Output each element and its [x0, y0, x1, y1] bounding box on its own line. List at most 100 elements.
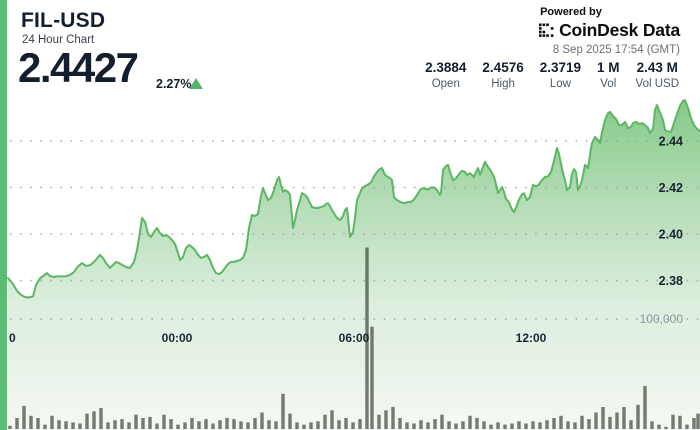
volume-bar [253, 418, 257, 429]
volume-bar [239, 421, 243, 429]
volume-bar [671, 414, 675, 429]
volume-bar [99, 408, 103, 429]
volume-bar [608, 416, 612, 429]
volume-bar [643, 386, 647, 429]
price-area-layer [8, 100, 700, 430]
volume-bar [377, 414, 381, 429]
volume-bar [134, 414, 138, 429]
volume-bar [232, 419, 236, 429]
stat-value: 2.3719 [539, 60, 582, 75]
stat-high: 2.4576 High [474, 60, 531, 90]
stat-label: Low [549, 78, 571, 90]
coindesk-logo-icon [539, 23, 554, 37]
volume-bar [344, 418, 348, 429]
volume-bar [601, 407, 605, 429]
volume-bar [573, 422, 577, 429]
volume-bar [260, 412, 264, 429]
volume-axis-label: 100,000 [640, 312, 684, 326]
volume-bar [538, 422, 542, 429]
stats-row: 2.3884 Open 2.4576 High 2.3719 Low 1 M V… [417, 60, 687, 90]
x-axis-label: 12:00 [516, 331, 547, 345]
volume-bar [8, 425, 12, 429]
volume-bar [692, 418, 696, 429]
volume-bar [685, 424, 689, 429]
volume-bar [496, 422, 500, 429]
y-axis-label: 2.44 [659, 135, 683, 149]
volume-bar [636, 404, 640, 429]
powered-by-label: Powered by [540, 6, 602, 18]
volume-bar [50, 415, 54, 429]
price-line [7, 99, 700, 299]
volume-bar [169, 419, 173, 429]
volume-bar [29, 415, 33, 429]
volume-bar [517, 421, 521, 429]
volume-bar [696, 413, 700, 429]
volume-bar [15, 418, 19, 429]
stat-value: 2.43 M [636, 60, 678, 75]
volume-bar [85, 413, 89, 429]
brand-name: CoinDesk Data [559, 20, 680, 40]
volume-bar [468, 415, 472, 429]
volume-bar [337, 420, 341, 429]
volume-bar [365, 247, 369, 429]
volume-bar [155, 423, 159, 429]
volume-bar [148, 416, 152, 429]
stat-vol-usd: 2.43 M Vol USD [628, 60, 687, 90]
chart-range-subtitle: 24 Hour Chart [22, 34, 95, 46]
volume-bar [43, 424, 47, 429]
volume-bar [351, 422, 355, 429]
volume-bar [426, 422, 430, 429]
volume-bar [615, 412, 619, 429]
up-arrow-icon [189, 78, 203, 89]
y-axis-label: 2.38 [659, 274, 683, 288]
volume-bar [454, 423, 458, 429]
volume-bar [503, 424, 507, 429]
volume-bar [447, 421, 451, 429]
volume-bar [664, 426, 668, 429]
stat-value: 2.3884 [425, 60, 467, 75]
volume-bar [204, 419, 208, 429]
volume-bar [657, 424, 661, 429]
volume-bar [622, 407, 626, 429]
price-line-layer [7, 99, 700, 299]
volume-bar [183, 422, 187, 429]
volume-bar [552, 418, 556, 429]
volume-bar [309, 422, 313, 429]
current-price: 2.4427 [18, 44, 139, 91]
volume-bar [650, 421, 654, 429]
stat-value: 2.4576 [482, 60, 524, 75]
volume-bar [218, 420, 222, 429]
x-axis-label: 00:00 [162, 331, 193, 345]
volume-bar [127, 422, 131, 429]
stat-value: 1 M [597, 60, 620, 75]
volume-bar [316, 421, 320, 429]
volume-bar [405, 422, 409, 429]
volume-bar [330, 410, 334, 429]
volume-bar [246, 422, 250, 429]
accent-stripe [0, 0, 7, 430]
volume-bar [440, 414, 444, 429]
volume-bar [211, 423, 215, 429]
volume-bar [281, 393, 285, 429]
volume-bar [524, 423, 528, 429]
volume-bar [323, 414, 327, 429]
volume-bar [295, 422, 299, 429]
volume-bar [587, 419, 591, 429]
stat-label: Open [431, 78, 460, 90]
stat-label: Vol [600, 78, 617, 90]
volume-bar [288, 413, 292, 429]
volume-bar [482, 421, 486, 429]
volume-bar [398, 418, 402, 429]
volume-bar [510, 423, 514, 429]
volume-bar [162, 414, 166, 429]
volume-bar [545, 420, 549, 429]
stat-label: High [491, 78, 515, 90]
volume-bar [580, 415, 584, 429]
volume-bar [302, 424, 306, 429]
volume-bar [267, 420, 271, 429]
coindesk-brand-link[interactable]: CoinDesk Data [539, 20, 680, 41]
volume-bar [113, 420, 117, 429]
volume-bar [106, 422, 110, 429]
